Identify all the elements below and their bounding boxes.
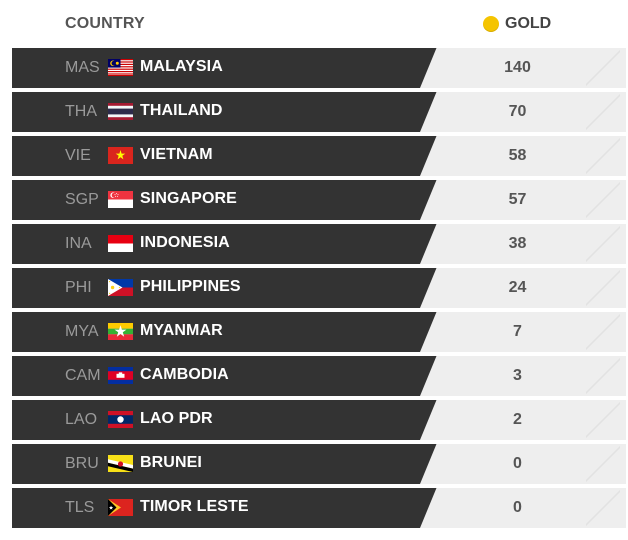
country-name: THAILAND — [140, 102, 223, 119]
row-gold-cell — [420, 356, 626, 396]
malaysia-flag-icon — [108, 59, 133, 76]
row-gold-cell — [420, 400, 626, 440]
country-name: MALAYSIA — [140, 58, 223, 75]
gold-count: 2 — [513, 411, 522, 428]
country-name: VIETNAM — [140, 146, 213, 163]
country-column-header: COUNTRY — [65, 15, 145, 32]
gold-column-label: GOLD — [505, 15, 552, 32]
myanmar-flag-icon — [108, 323, 133, 340]
row-gold-cell — [420, 268, 626, 308]
philippines-flag-icon — [108, 279, 133, 296]
cambodia-flag-icon — [108, 367, 133, 384]
row-country-bar — [12, 488, 462, 528]
table-row[interactable]: TLS TIMOR LESTE 0 — [0, 488, 628, 528]
laos-flag-icon — [108, 411, 133, 428]
table-row[interactable]: LAO LAO PDR 2 — [0, 400, 628, 440]
brunei-flag-icon — [108, 455, 133, 472]
gold-medal-icon — [483, 16, 499, 32]
gold-count: 70 — [508, 103, 527, 120]
row-country-bar — [12, 48, 462, 88]
table-row[interactable]: INA INDONESIA 38 — [0, 224, 628, 264]
row-country-bar — [12, 224, 462, 264]
table-row[interactable]: MAS MALAYSIA 140 — [0, 48, 628, 88]
row-gold-cell — [420, 488, 626, 528]
table-row[interactable]: MYA MYANMAR 7 — [0, 312, 628, 352]
gold-count: 58 — [508, 147, 527, 164]
country-code: LAO — [65, 411, 98, 428]
country-name: CAMBODIA — [140, 366, 229, 383]
country-code: CAM — [65, 367, 101, 384]
table-row[interactable]: THA THAILAND 70 — [0, 92, 628, 132]
gold-count: 0 — [513, 455, 522, 472]
table-row[interactable]: VIE VIETNAM 58 — [0, 136, 628, 176]
gold-count: 57 — [508, 191, 527, 208]
row-gold-cell — [420, 92, 626, 132]
gold-count: 0 — [513, 499, 522, 516]
row-country-bar — [12, 400, 462, 440]
row-country-bar — [12, 356, 462, 396]
country-name: INDONESIA — [140, 234, 230, 251]
country-code: INA — [65, 235, 92, 252]
country-code: MYA — [65, 323, 99, 340]
row-country-bar — [12, 312, 462, 352]
vietnam-flag-icon — [108, 147, 133, 164]
country-code: PHI — [65, 279, 92, 296]
table-row[interactable]: BRU BRUNEI 0 — [0, 444, 628, 484]
country-code: VIE — [65, 147, 91, 164]
row-gold-cell — [420, 312, 626, 352]
gold-count: 3 — [513, 367, 522, 384]
country-code: MAS — [65, 59, 100, 76]
row-country-bar — [12, 268, 462, 308]
table-row[interactable]: PHI PHILIPPINES 24 — [0, 268, 628, 308]
country-name: LAO PDR — [140, 410, 213, 427]
thailand-flag-icon — [108, 103, 133, 120]
indonesia-flag-icon — [108, 235, 133, 252]
table-row[interactable]: SGP SINGAPORE 57 — [0, 180, 628, 220]
row-country-bar — [12, 92, 462, 132]
gold-count: 7 — [513, 323, 522, 340]
singapore-flag-icon — [108, 191, 133, 208]
row-country-bar — [12, 444, 462, 484]
row-country-bar — [12, 180, 462, 220]
country-code: TLS — [65, 499, 95, 516]
table-header: COUNTRY GOLD — [0, 0, 628, 48]
country-name: SINGAPORE — [140, 190, 237, 207]
row-gold-cell — [420, 444, 626, 484]
table-row[interactable]: CAM CAMBODIA 3 — [0, 356, 628, 396]
row-gold-cell — [420, 136, 626, 176]
row-gold-cell — [420, 180, 626, 220]
gold-count: 140 — [504, 59, 531, 76]
row-country-bar — [12, 136, 462, 176]
country-code: SGP — [65, 191, 99, 208]
gold-column-header: GOLD — [483, 15, 551, 33]
country-name: PHILIPPINES — [140, 278, 241, 295]
gold-count: 38 — [508, 235, 527, 252]
country-code: BRU — [65, 455, 99, 472]
row-gold-cell — [420, 224, 626, 264]
country-name: MYANMAR — [140, 322, 223, 339]
country-name: TIMOR LESTE — [140, 498, 249, 515]
gold-count: 24 — [508, 279, 527, 296]
country-code: THA — [65, 103, 97, 120]
country-name: BRUNEI — [140, 454, 202, 471]
timor-leste-flag-icon — [108, 499, 133, 516]
row-gold-cell — [420, 48, 626, 88]
